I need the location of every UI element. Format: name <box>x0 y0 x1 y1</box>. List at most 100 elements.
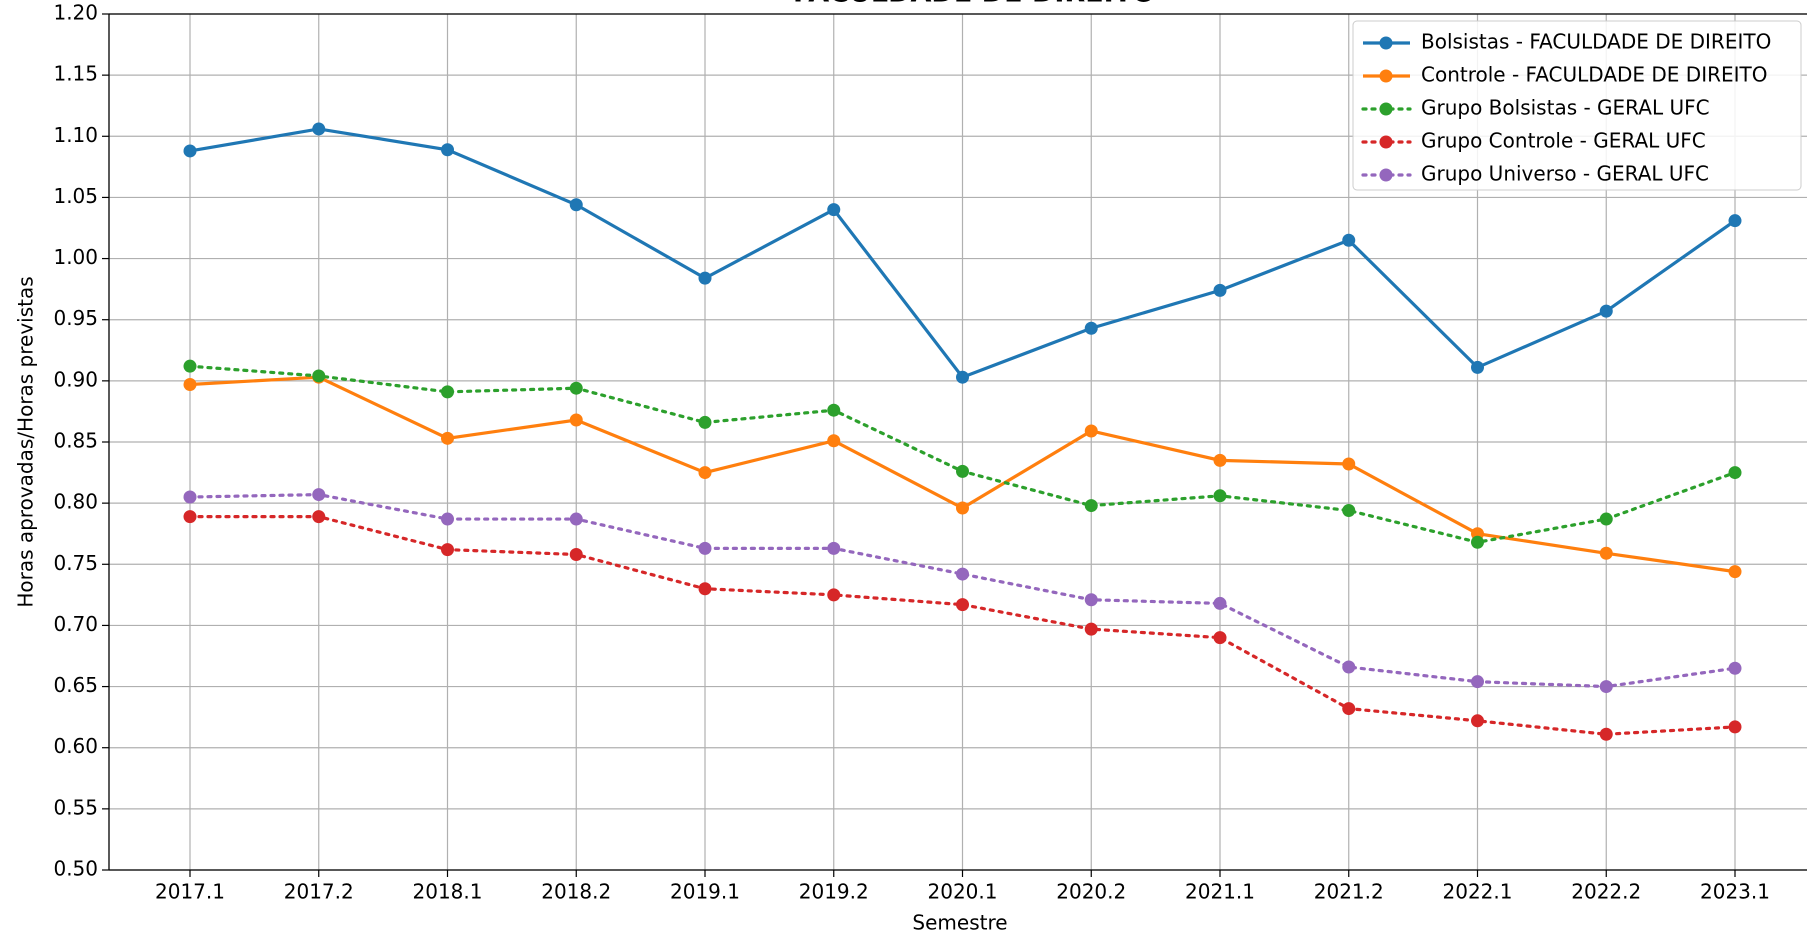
y-tick-label: 1.05 <box>53 184 98 208</box>
data-point <box>827 588 841 602</box>
data-point <box>312 488 326 502</box>
x-tick-label: 2020.1 <box>928 880 998 904</box>
data-point <box>441 143 454 157</box>
y-tick-label: 0.85 <box>53 429 98 453</box>
x-tick-label: 2023.1 <box>1700 880 1770 904</box>
legend-marker <box>1379 102 1393 116</box>
y-tick-label: 1.15 <box>53 62 98 86</box>
data-point <box>1342 457 1356 471</box>
chart-title: FACULDADE DE DIREITO <box>793 0 1155 9</box>
legend-label: Grupo Controle - GERAL UFC <box>1421 129 1706 153</box>
x-tick-label: 2021.2 <box>1314 880 1384 904</box>
y-axis-label: Horas aprovadas/Horas previstas <box>14 276 38 607</box>
legend-label: Grupo Universo - GERAL UFC <box>1421 162 1709 186</box>
data-point <box>1342 660 1356 674</box>
data-point <box>698 271 712 285</box>
y-tick-label: 0.65 <box>53 673 98 697</box>
data-point <box>1599 727 1613 741</box>
legend-label: Grupo Bolsistas - GERAL UFC <box>1421 96 1710 120</box>
legend-marker <box>1379 168 1393 182</box>
data-point <box>1471 360 1484 374</box>
data-point <box>698 541 712 555</box>
data-point <box>183 490 197 504</box>
data-point <box>1728 466 1742 480</box>
x-tick-label: 2017.2 <box>284 880 354 904</box>
data-point <box>569 381 583 395</box>
data-point <box>183 144 197 158</box>
data-point <box>698 415 712 429</box>
y-tick-label: 1.10 <box>53 123 98 147</box>
y-tick-label: 0.70 <box>53 612 98 636</box>
data-point <box>312 122 326 136</box>
data-point <box>1342 702 1356 716</box>
data-point <box>1084 499 1098 513</box>
legend-marker <box>1379 69 1393 83</box>
x-tick-label: 2018.1 <box>413 880 483 904</box>
data-point <box>1471 675 1484 689</box>
data-point <box>1213 453 1227 467</box>
data-point <box>1213 631 1227 645</box>
data-point <box>569 198 583 212</box>
x-tick-label: 2020.2 <box>1056 880 1126 904</box>
data-point <box>698 466 712 480</box>
data-point <box>1342 503 1356 517</box>
y-tick-label: 0.60 <box>53 734 98 758</box>
data-point <box>1084 593 1098 607</box>
data-point <box>1471 535 1484 549</box>
x-tick-label: 2017.1 <box>155 880 225 904</box>
data-point <box>956 501 969 515</box>
y-tick-label: 0.90 <box>53 367 98 391</box>
y-tick-label: 0.80 <box>53 490 98 514</box>
x-tick-label: 2022.2 <box>1571 880 1641 904</box>
y-tick-label: 0.75 <box>53 551 98 575</box>
y-tick-label: 0.55 <box>53 795 98 819</box>
data-point <box>569 548 583 562</box>
x-tick-label: 2018.2 <box>541 880 611 904</box>
x-tick-label: 2021.1 <box>1185 880 1255 904</box>
data-point <box>1342 233 1356 247</box>
data-point <box>1084 424 1098 438</box>
data-point <box>1728 720 1742 734</box>
data-point <box>1213 489 1227 503</box>
data-point <box>956 464 969 478</box>
data-point <box>1213 283 1227 297</box>
data-point <box>956 370 969 384</box>
y-tick-label: 0.95 <box>53 306 98 330</box>
y-tick-label: 1.00 <box>53 245 98 269</box>
data-point <box>956 567 969 581</box>
data-point <box>1728 565 1742 579</box>
data-point <box>441 512 454 526</box>
data-point <box>827 541 841 555</box>
data-point <box>441 385 454 399</box>
data-point <box>1599 304 1613 318</box>
data-point <box>827 203 841 217</box>
y-tick-label: 1.20 <box>53 1 98 25</box>
data-point <box>1599 512 1613 526</box>
x-axis-label: Semestre <box>912 911 1007 935</box>
legend-label: Controle - FACULDADE DE DIREITO <box>1421 63 1767 87</box>
data-point <box>1084 622 1098 636</box>
data-point <box>441 431 454 445</box>
data-point <box>1728 661 1742 675</box>
data-point <box>827 434 841 448</box>
y-tick-label: 0.50 <box>53 857 98 881</box>
data-point <box>698 582 712 596</box>
data-point <box>183 359 197 373</box>
data-point <box>1599 680 1613 694</box>
data-point <box>956 598 969 612</box>
data-point <box>441 543 454 557</box>
legend-box <box>1352 20 1802 191</box>
data-point <box>312 369 326 383</box>
x-tick-label: 2019.1 <box>670 880 740 904</box>
data-point <box>1213 596 1227 610</box>
x-tick-label: 2022.1 <box>1443 880 1513 904</box>
data-point <box>569 512 583 526</box>
legend: Bolsistas - FACULDADE DE DIREITO Controle… <box>1352 20 1802 191</box>
data-point <box>1471 714 1484 728</box>
legend-marker <box>1379 135 1393 149</box>
data-point <box>1084 321 1098 335</box>
data-point <box>569 413 583 427</box>
data-point <box>1599 546 1613 560</box>
